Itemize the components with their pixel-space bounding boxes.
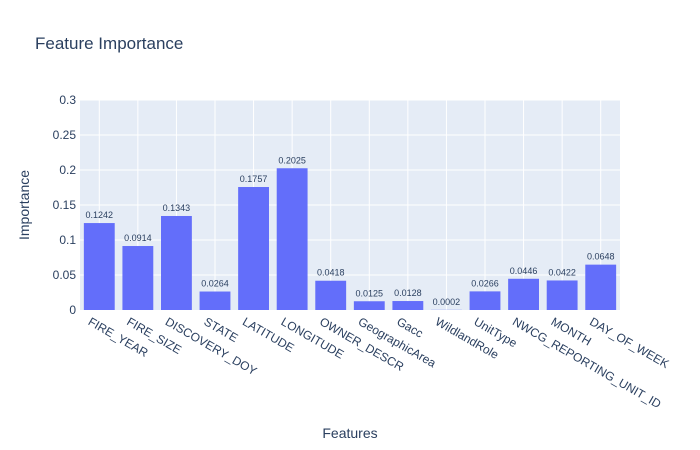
y-axis-title: Importance xyxy=(16,170,32,240)
y-tick-label: 0.2 xyxy=(59,163,76,177)
y-tick-label: 0.05 xyxy=(53,268,77,282)
x-axis-title: Features xyxy=(322,425,377,441)
bar xyxy=(508,278,539,310)
bar-value-label: 0.0002 xyxy=(433,297,461,307)
y-tick-label: 0.15 xyxy=(53,198,77,212)
bar-value-label: 0.0418 xyxy=(317,268,345,278)
bar xyxy=(469,291,501,310)
data-labels: 0.1242 0.0914 0.1343 0.0264 0.1757 0.2025 0.04… xyxy=(86,155,615,307)
bar-value-label: 0.0125 xyxy=(356,288,384,298)
bar xyxy=(585,264,617,310)
y-tick-label: 0.3 xyxy=(59,93,76,107)
bar-value-label: 0.1757 xyxy=(240,174,268,184)
bar-value-label: 0.0266 xyxy=(471,278,499,288)
bar xyxy=(83,223,115,310)
bars xyxy=(83,168,617,310)
chart-title: Feature Importance xyxy=(35,34,184,53)
bar xyxy=(546,280,578,310)
bar-value-label: 0.1242 xyxy=(86,210,114,220)
bar xyxy=(392,301,424,310)
y-tick-label: 0 xyxy=(69,303,76,317)
y-tick-label: 0.1 xyxy=(59,233,76,247)
x-tick-label: NWCG_REPORTING_UNIT_ID xyxy=(510,314,664,411)
y-axis-ticks: 0 0.05 0.1 0.15 0.2 0.25 0.3 xyxy=(53,93,77,317)
bar xyxy=(199,291,231,310)
bar xyxy=(161,215,192,310)
bar-value-label: 0.2025 xyxy=(278,155,306,165)
bar-value-label: 0.1343 xyxy=(163,203,191,213)
bar-value-label: 0.0422 xyxy=(548,267,576,277)
bar-value-label: 0.0128 xyxy=(394,288,422,298)
bar-value-label: 0.0914 xyxy=(124,233,152,243)
bar xyxy=(315,280,347,310)
bar xyxy=(353,301,385,310)
y-tick-label: 0.25 xyxy=(53,128,77,142)
bar xyxy=(276,168,308,310)
bar-value-label: 0.0446 xyxy=(510,266,538,276)
bar xyxy=(122,246,154,310)
bar-value-label: 0.0648 xyxy=(587,252,615,262)
bar xyxy=(238,187,269,310)
bar-value-label: 0.0264 xyxy=(201,279,229,289)
